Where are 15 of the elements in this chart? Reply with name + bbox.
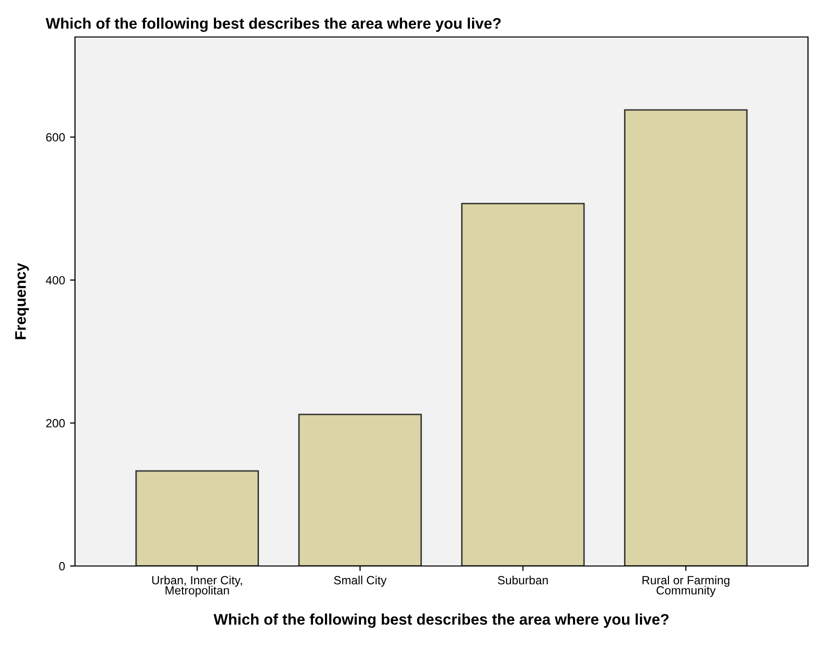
bar	[461, 202, 585, 566]
chart-title: Which of the following best describes the area where you live?	[46, 18, 501, 32]
bar	[135, 470, 259, 566]
x-tick-label: Suburban	[498, 576, 548, 584]
y-tick-label: 0	[59, 562, 65, 570]
x-tick-label: Urban, Inner City, Metropolitan	[152, 576, 242, 597]
y-tick-label: 200	[46, 419, 65, 428]
y-axis-title: Frequency	[15, 262, 29, 340]
y-tick-label: 600	[46, 133, 65, 142]
bar	[624, 109, 748, 566]
x-tick-label: Small City	[334, 576, 387, 587]
bar	[298, 414, 422, 566]
x-tick-label: Rural or Farming Community	[642, 576, 730, 597]
x-axis-title: Which of the following best describes the area where you live?	[214, 614, 669, 628]
y-tick-label: 400	[46, 276, 65, 284]
